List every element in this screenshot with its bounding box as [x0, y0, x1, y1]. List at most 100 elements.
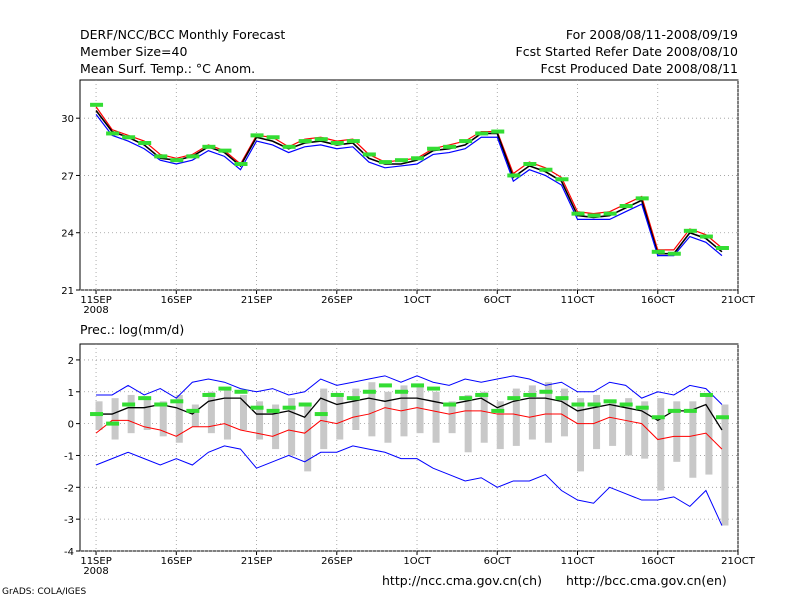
observed-marker — [154, 402, 168, 407]
observed-marker — [459, 396, 473, 401]
observed-marker — [314, 412, 328, 417]
observed-marker — [443, 402, 457, 407]
range-bar — [320, 388, 328, 450]
observed-marker — [362, 152, 376, 157]
observed-marker — [90, 102, 104, 107]
range-bar — [432, 391, 440, 443]
x-tick-label: 6OCT — [484, 295, 512, 306]
observed-marker — [491, 408, 505, 413]
series-line-ensemble-spread-low — [95, 407, 723, 450]
observed-marker — [106, 421, 120, 426]
range-bar — [705, 394, 713, 475]
observed-marker — [122, 402, 136, 407]
observed-marker — [138, 396, 152, 401]
observed-marker — [411, 156, 425, 161]
grads-credit: GrADS: COLA/IGES — [2, 587, 87, 597]
observed-marker — [475, 131, 489, 136]
x-tick-label: 21OCT — [721, 556, 756, 567]
range-bar — [689, 401, 697, 478]
observed-marker — [170, 399, 184, 404]
observed-marker — [587, 402, 601, 407]
range-bar — [528, 385, 536, 440]
observed-marker — [330, 392, 344, 397]
y-tick-label: -4 — [64, 547, 74, 558]
observed-marker — [298, 402, 312, 407]
observed-marker — [202, 144, 216, 149]
observed-marker — [651, 415, 665, 420]
range-bar — [416, 385, 424, 434]
observed-marker — [699, 234, 713, 239]
series-line-ensemble-min — [95, 113, 723, 257]
range-bar — [352, 388, 360, 430]
x-tick-label: 21OCT — [721, 295, 756, 306]
range-bar — [480, 391, 488, 443]
footer-url-en[interactable]: http://bcc.cma.gov.cn(en) — [566, 573, 727, 588]
y-tick-label: 21 — [61, 286, 74, 297]
observed-marker — [282, 405, 296, 410]
series-line-ensemble-mean — [95, 110, 723, 255]
range-bar — [336, 394, 344, 440]
range-bar — [448, 401, 456, 434]
header-produced-date: Fcst Produced Date 2008/08/11 — [540, 61, 738, 76]
observed-marker — [138, 141, 152, 145]
range-bar — [673, 401, 681, 462]
footer-url-ch[interactable]: http://ncc.cma.gov.cn(ch) — [382, 573, 542, 588]
range-bar — [143, 398, 151, 430]
observed-marker — [587, 213, 601, 218]
observed-marker — [362, 389, 376, 394]
y-tick-label: 27 — [61, 171, 74, 182]
header-start-date: Fcst Started Refer Date 2008/08/10 — [515, 44, 739, 59]
plot-frame — [79, 79, 739, 291]
observed-marker — [555, 177, 569, 182]
series-line-ensemble-max — [95, 106, 723, 251]
observed-marker — [539, 167, 553, 172]
range-bar — [400, 385, 408, 437]
x-tick-label: 6OCT — [484, 556, 512, 567]
observed-marker — [154, 154, 168, 159]
observed-marker — [346, 139, 360, 144]
x-tick-label: 1OCT — [403, 556, 431, 567]
observed-marker — [186, 408, 200, 413]
temperature-panel: 11SEP 16SEP 21SEP 26SEP 1OCT 6OCT 11OCT 16OCT 21… — [61, 79, 756, 316]
observed-marker — [507, 173, 521, 178]
observed-marker — [555, 396, 569, 401]
x-sub-label: 2008 — [83, 305, 108, 316]
observed-marker — [266, 135, 280, 140]
observed-marker — [427, 146, 441, 151]
observed-marker — [266, 408, 280, 413]
observed-marker — [699, 392, 713, 397]
x-tick-label: 1OCT — [403, 295, 431, 306]
range-bar — [288, 398, 296, 456]
observed-marker — [218, 386, 232, 391]
observed-marker — [507, 396, 521, 401]
observed-marker — [218, 148, 232, 153]
y-tick-label: -3 — [64, 515, 74, 526]
observed-marker — [411, 383, 425, 388]
observed-marker — [106, 131, 120, 136]
observed-marker — [394, 389, 408, 394]
range-bar — [560, 388, 568, 437]
observed-marker — [539, 389, 553, 394]
range-bar — [304, 404, 312, 472]
header-forecast-period: For 2008/08/11-2008/09/19 — [565, 27, 738, 42]
observed-marker — [282, 144, 296, 149]
observed-marker — [459, 139, 473, 144]
observed-marker — [378, 160, 392, 165]
range-bar — [159, 401, 167, 437]
y-tick-label: 0 — [68, 420, 74, 431]
range-bar — [175, 394, 183, 443]
observed-marker — [523, 162, 537, 166]
observed-marker — [683, 408, 697, 413]
observed-marker — [394, 158, 408, 163]
precipitation-panel: 11SEP 16SEP 21SEP 26SEP 1OCT 6OCT 11OCT 16OCT 21… — [64, 322, 756, 577]
observed-marker — [715, 246, 729, 250]
range-bar — [384, 391, 392, 443]
range-bar — [544, 382, 552, 443]
observed-marker — [250, 133, 264, 138]
x-tick-label: 26SEP — [321, 295, 352, 306]
range-bar — [223, 388, 231, 440]
range-bar — [127, 394, 135, 434]
range-bar — [464, 394, 472, 453]
observed-marker — [667, 408, 681, 413]
range-bar — [368, 382, 376, 437]
